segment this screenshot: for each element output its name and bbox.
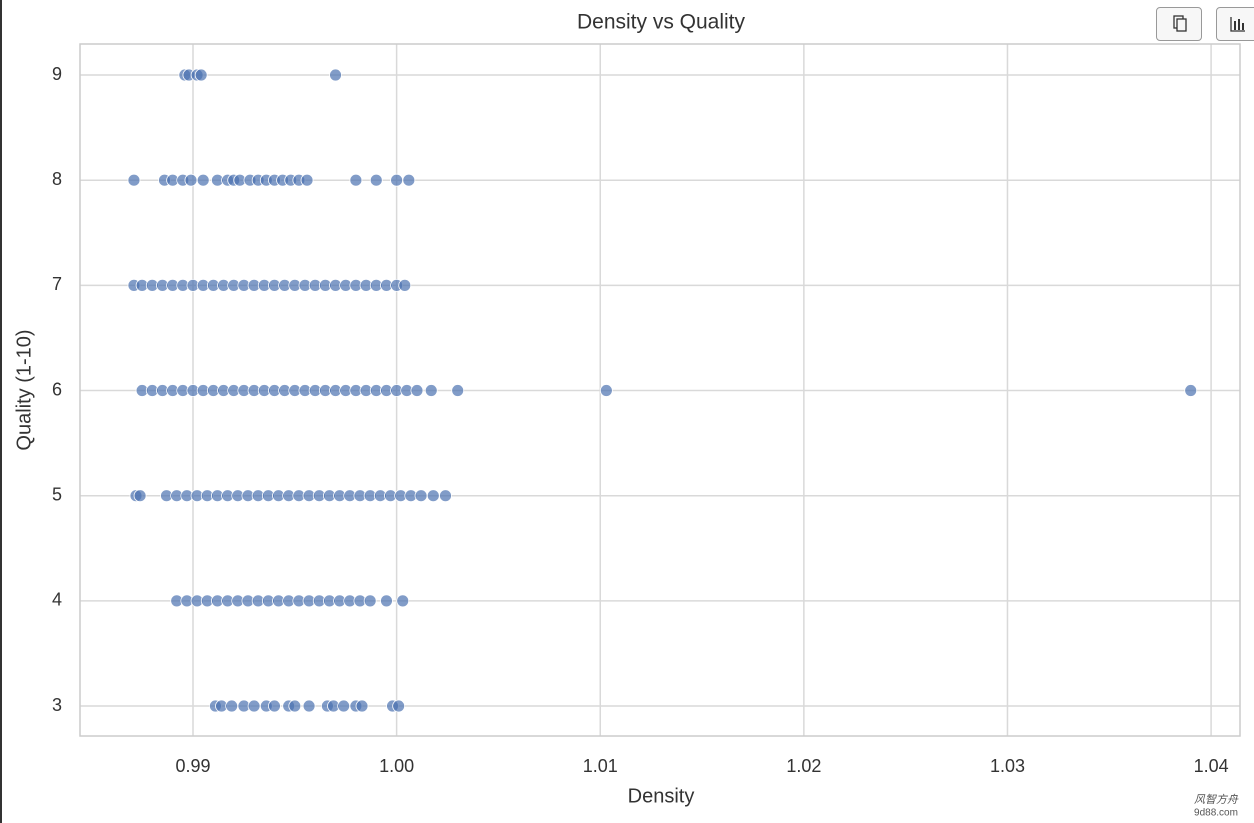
plot-frame xyxy=(79,43,1241,737)
point xyxy=(329,68,342,82)
y-axis-label: Quality (1-10) xyxy=(13,329,35,450)
y-tick-label: 7 xyxy=(52,274,62,294)
y-tick-label: 8 xyxy=(52,169,62,189)
watermark: 风智方舟 xyxy=(1194,793,1239,806)
point xyxy=(196,173,210,187)
x-tick-label: 1.00 xyxy=(379,756,414,776)
point xyxy=(414,489,428,503)
y-tick-label: 3 xyxy=(52,695,62,715)
y-tick-label: 5 xyxy=(52,484,62,504)
point xyxy=(133,489,147,503)
point xyxy=(288,699,302,713)
copy-button[interactable] xyxy=(1156,7,1202,41)
point xyxy=(363,594,377,608)
x-tick-label: 1.04 xyxy=(1194,756,1229,776)
point xyxy=(410,384,424,397)
x-tick-label: 1.01 xyxy=(583,756,618,776)
chart-title: Density vs Quality xyxy=(577,11,746,34)
point xyxy=(369,173,383,187)
point xyxy=(302,699,316,713)
point xyxy=(451,384,465,397)
x-tick-label: 1.02 xyxy=(786,756,821,776)
point xyxy=(439,489,452,503)
x-axis-label: Density xyxy=(628,785,695,807)
chart-button[interactable] xyxy=(1216,7,1254,41)
y-tick-label: 6 xyxy=(52,379,62,399)
x-tick-label: 1.03 xyxy=(990,756,1025,776)
point xyxy=(194,68,208,82)
copy-icon xyxy=(1173,15,1187,32)
point xyxy=(390,173,404,187)
point xyxy=(349,173,363,187)
point xyxy=(225,699,239,713)
point xyxy=(392,699,406,713)
point xyxy=(398,278,412,292)
point xyxy=(184,173,198,187)
point xyxy=(337,699,351,713)
point xyxy=(426,489,440,503)
point xyxy=(396,594,410,608)
point xyxy=(247,699,261,713)
point xyxy=(355,699,369,713)
watermark: 9d88.com xyxy=(1194,808,1238,819)
x-tick-label: 0.99 xyxy=(175,756,210,776)
chart-icon xyxy=(1230,17,1245,32)
point xyxy=(402,173,416,187)
point xyxy=(599,384,613,397)
point xyxy=(268,699,281,713)
point xyxy=(300,173,314,187)
y-tick-label: 9 xyxy=(52,64,62,84)
point xyxy=(1184,384,1198,397)
point xyxy=(380,594,393,608)
point xyxy=(127,173,141,187)
point xyxy=(424,384,438,397)
frame-edge xyxy=(0,0,2,823)
y-tick-label: 4 xyxy=(52,590,62,610)
